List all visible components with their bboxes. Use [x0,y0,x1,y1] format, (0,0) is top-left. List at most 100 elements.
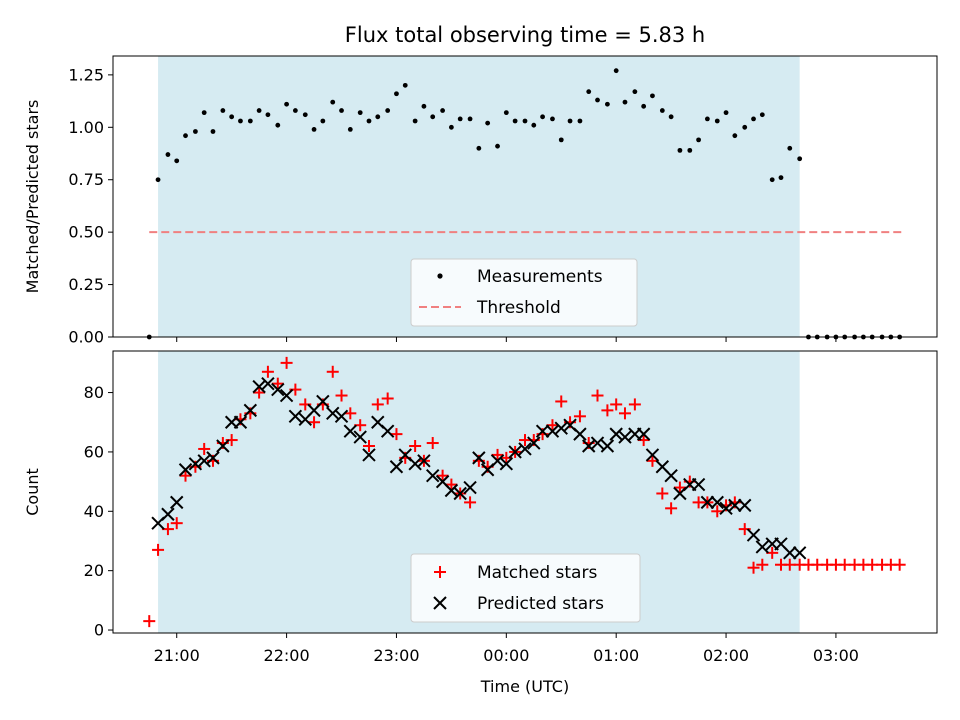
top-axes-frame [112,55,938,338]
x-tick-label: 02:00 [703,646,749,665]
predicted-star-point [252,379,266,394]
y-tick-label: 0.25 [68,275,104,294]
measurement-point [696,137,701,143]
measurement-point [165,152,171,157]
predicted-star-point [279,388,294,403]
predicted-star-point [573,427,587,441]
predicted-star-point [343,424,358,438]
predicted-star-point [170,495,184,510]
measurement-point [668,114,674,120]
predicted-star-point [590,436,605,450]
predicted-star-point [600,439,615,453]
x-tick-label: 03:00 [813,646,859,665]
measurement-point [512,118,518,124]
measurement-point [687,147,693,153]
predicted-star-point [508,445,522,459]
measurement-point [522,118,528,124]
predicted-star-point [161,507,175,521]
predicted-star-point [233,415,248,429]
bottom-y-axis-label: Count [23,468,42,516]
measurement-point [220,108,226,113]
predicted-star-point [783,546,797,560]
predicted-star-point [700,495,715,510]
measurement-point [430,114,436,120]
predicted-star-point [609,427,623,441]
matched-star-point [618,407,631,420]
measurement-point [769,177,775,183]
predicted-star-point [453,486,467,501]
matched-star-point [170,517,183,530]
predicted-star-point [792,546,807,560]
measurement-point [605,101,610,107]
predicted-star-point [178,463,193,477]
predicted-star-point [188,457,203,471]
y-tick-label: 60 [84,442,104,461]
matched-star-point [280,356,293,369]
matched-star-point [344,407,357,420]
matched-star-point [179,469,192,482]
predicted-star-point [728,498,742,513]
measurement-point [586,89,592,95]
predicted-star-point [197,454,211,468]
matched-star-point [198,442,211,455]
measurement-point [174,158,180,164]
measurement-point [320,118,326,124]
predicted-star-point [334,409,349,424]
legend-predicted-label: Predicted stars [477,594,604,614]
matched-star-point [747,561,760,574]
matched-star-point [601,404,614,417]
measurement-point [742,124,748,130]
x-axis-label: Time (UTC) [480,677,569,696]
predicted-star-point [710,495,724,510]
legend-threshold-label: Threshold [476,298,561,318]
measurement-point [797,156,803,162]
y-tick-label: 0.00 [68,328,104,347]
measurement-point [339,108,344,113]
matched-star-point [656,487,669,500]
predicted-star-point [417,454,431,468]
measurement-point [292,108,298,113]
x-tick-label: 21:00 [154,646,200,665]
measurement-point [704,116,710,122]
measurement-point [357,110,363,116]
measurement-point [613,68,619,74]
measurement-point [421,103,427,109]
predicted-star-point [261,376,275,391]
predicted-star-point [645,448,660,462]
predicted-star-point [618,430,632,444]
matched-star-point [893,558,906,571]
y-tick-label: 0.75 [68,170,104,189]
measurement-point [457,116,463,122]
matched-star-point [253,386,266,399]
bottom-legend-box [410,553,641,623]
matched-star-point [464,496,477,509]
legend-matched-label: Matched stars [477,563,597,583]
measurement-point [229,114,235,120]
predicted-star-point [362,448,376,462]
top-y-axis-label: Matched/Predicted stars [23,100,42,294]
legend-predicted-marker [433,596,447,610]
predicted-star-point [746,528,761,542]
predicted-star-point [535,424,550,438]
matched-star-point [143,615,156,628]
measurement-point [595,97,600,103]
measurement-point [495,143,500,149]
legend-matched-marker [434,566,446,578]
matched-star-point [261,365,274,378]
matched-star-point [381,392,394,405]
matched-star-point [362,439,375,452]
measurement-point [567,118,573,124]
predicted-star-point [389,460,404,474]
measurement-point [238,118,243,124]
measurement-point [193,129,198,134]
measurement-point [412,118,418,124]
measurement-point [632,89,638,95]
x-tick-label: 01:00 [593,646,639,665]
y-tick-label: 1.00 [68,118,104,137]
measurement-point [714,118,720,124]
measurement-point [778,175,784,181]
matched-star-point [628,398,641,411]
measurement-point [394,91,399,97]
matched-star-point [591,389,604,402]
predicted-star-point [463,480,477,495]
